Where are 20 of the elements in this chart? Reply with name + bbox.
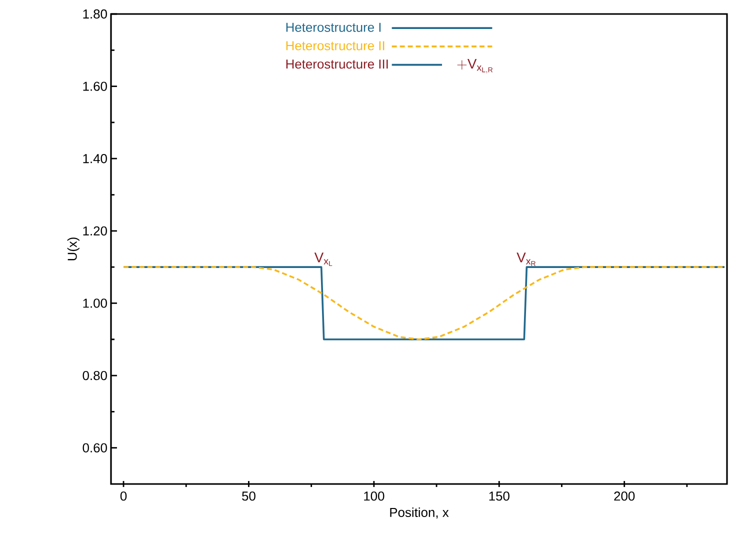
y-tick-label: 0.80 xyxy=(82,370,107,380)
y-tick-label: 1.20 xyxy=(83,226,107,236)
legend-label: Heterostructure III xyxy=(286,60,388,69)
x-tick-label: 200 xyxy=(614,492,635,501)
x-axis-title: Position, x xyxy=(390,508,449,519)
x-tick-label: 50 xyxy=(242,492,256,501)
x-tick-label: 150 xyxy=(489,492,510,501)
text: Heterostructure I xyxy=(286,22,381,32)
text: Heterostructure II xyxy=(286,41,384,50)
x-tick-label: 0 xyxy=(120,492,127,501)
annotation: $+ \mathrm{V}_{\mathrm{x}_{\mathrm{L,R}}}$ xyxy=(457,58,493,74)
y-tick-label: 0.60 xyxy=(82,443,107,452)
x-tick-label: 100 xyxy=(364,492,384,501)
y-tick-label: 1.40 xyxy=(83,154,107,164)
y-tick-label: 1.00 xyxy=(83,298,107,308)
annotation: $\mathrm{V}_{\mathrm{x}_{\mathrm{R}}}$ xyxy=(516,252,536,266)
annotation: $\mathrm{V}_{\mathrm{x}_{\mathrm{L}}}$ xyxy=(314,252,332,266)
y-tick-label: 1.80 xyxy=(83,9,107,19)
y-tick-label: 1.60 xyxy=(83,82,107,91)
y-axis-title: U(x) xyxy=(67,238,80,260)
